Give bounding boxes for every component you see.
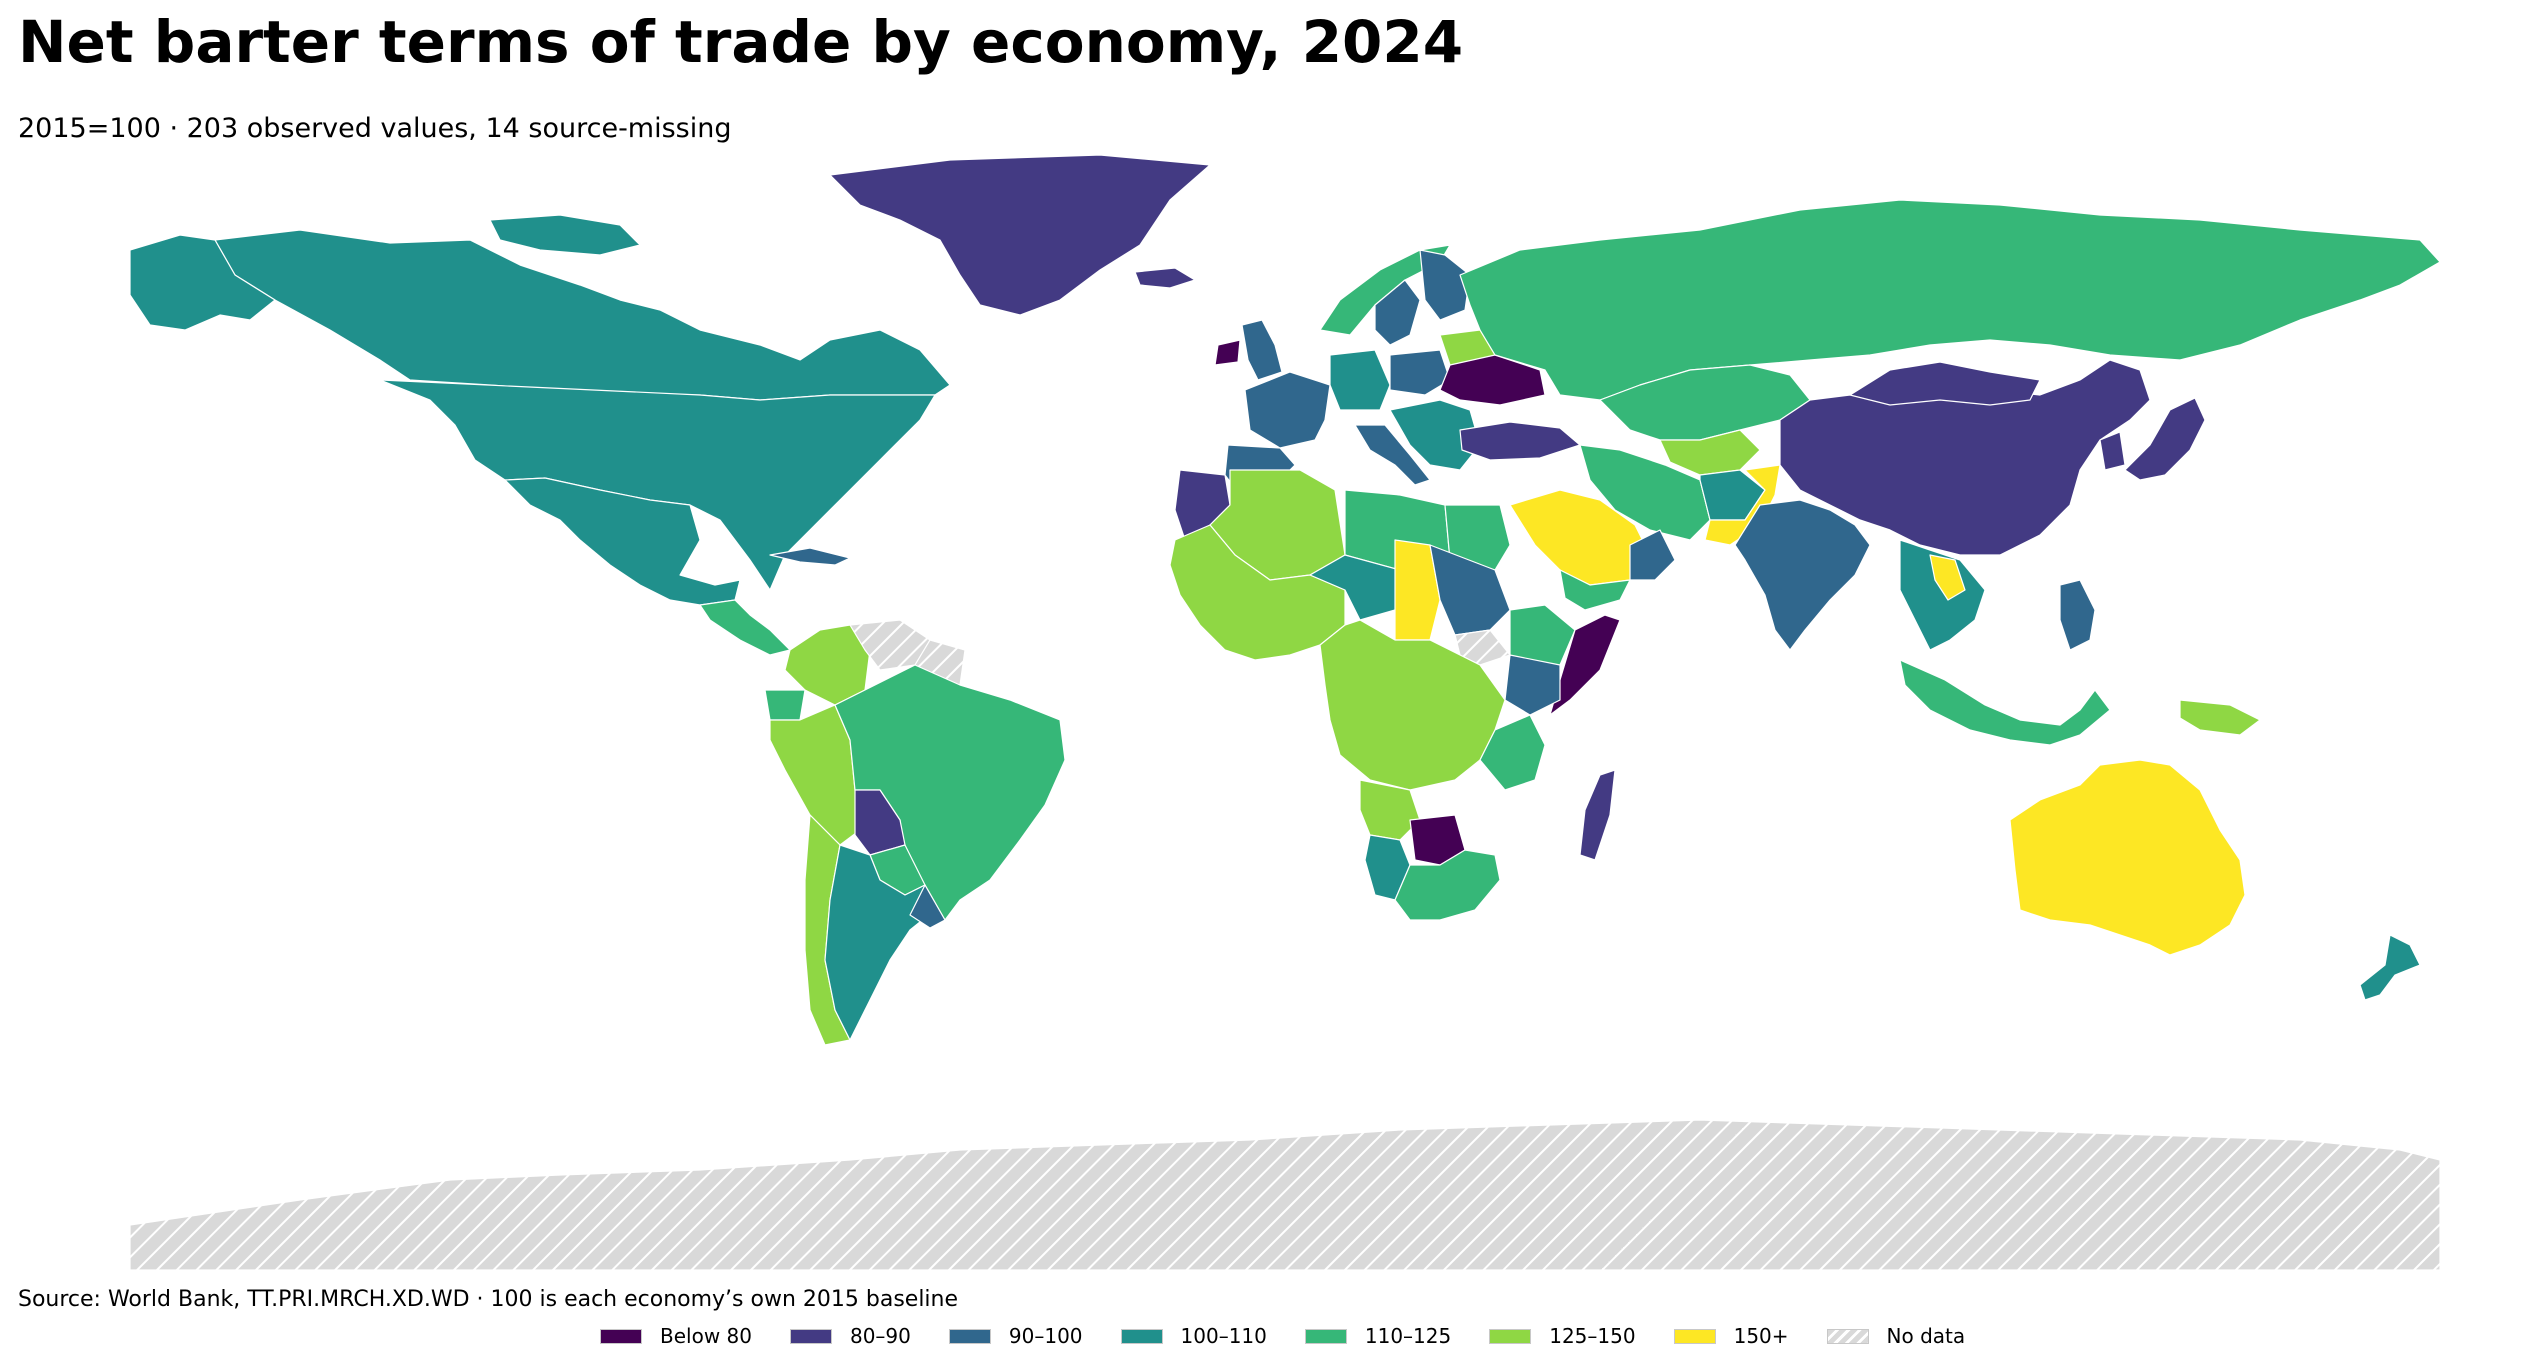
region-germany: [1329, 349, 1391, 411]
region-italy: [1354, 424, 1431, 486]
page-subtitle: 2015=100 · 203 observed values, 14 sourc…: [18, 113, 732, 144]
page-title: Net barter terms of trade by economy, 20…: [18, 8, 1464, 76]
legend: Below 80 80–90 90–100 100–110 110–125 12…: [600, 1318, 2003, 1354]
legend-item-below-80: Below 80: [600, 1324, 752, 1348]
region-greenland: [829, 154, 1211, 316]
legend-item-110-125: 110–125: [1304, 1324, 1452, 1348]
legend-label-90-100: 90–100: [1008, 1324, 1083, 1348]
region-south-africa: [1394, 849, 1501, 921]
region-laos: [1929, 554, 1966, 601]
region-southeast-asia: [1899, 539, 1986, 651]
region-indonesia: [1899, 659, 2111, 746]
region-philippines: [2059, 579, 2096, 651]
legend-item-no-data: No data: [1826, 1324, 1966, 1348]
region-mexico: [504, 477, 741, 606]
region-new-zealand: [2359, 934, 2421, 1001]
region-uruguay: [909, 884, 946, 929]
region-poland: [1389, 349, 1451, 396]
region-korea: [2099, 431, 2126, 471]
legend-swatch-110-125: [1304, 1328, 1347, 1344]
region-oman: [1629, 529, 1676, 581]
legend-swatch-100-110: [1120, 1328, 1163, 1344]
legend-swatch-below-80: [600, 1328, 642, 1344]
region-south-sudan: [1454, 629, 1511, 666]
region-india: [1734, 499, 1871, 651]
legend-label-below-80: Below 80: [660, 1324, 752, 1348]
region-balkans: [1389, 399, 1481, 471]
region-iran: [1579, 444, 1711, 541]
region-argentina: [824, 844, 936, 1041]
region-pakistan: [1704, 464, 1781, 546]
legend-swatch-no-data: [1826, 1328, 1869, 1344]
legend-item-80-90: 80–90: [789, 1324, 911, 1348]
region-japan: [2124, 397, 2206, 481]
legend-label-110-125: 110–125: [1364, 1324, 1452, 1348]
region-iceland: [1134, 267, 1196, 289]
legend-item-90-100: 90–100: [948, 1324, 1083, 1348]
region-sweden: [1374, 279, 1421, 346]
region-united-states: [379, 379, 936, 591]
region-united-kingdom: [1241, 319, 1283, 381]
region-finland: [1419, 249, 1471, 321]
legend-label-no-data: No data: [1886, 1324, 1966, 1348]
legend-swatch-125-150: [1489, 1328, 1532, 1344]
region-cuba: [769, 547, 851, 566]
region-antarctica: [129, 1119, 2441, 1271]
legend-item-100-110: 100–110: [1120, 1324, 1267, 1348]
legend-label-150-plus: 150+: [1733, 1324, 1789, 1348]
legend-swatch-80-90: [789, 1328, 832, 1344]
legend-swatch-150-plus: [1673, 1328, 1716, 1344]
region-tanzania: [1479, 714, 1546, 791]
region-norway: [1319, 244, 1451, 336]
region-alaska: [129, 234, 276, 331]
legend-label-80-90: 80–90: [849, 1324, 911, 1348]
region-central-america: [699, 599, 791, 656]
region-madagascar: [1579, 769, 1616, 861]
region-kenya: [1504, 654, 1561, 716]
region-egypt: [1444, 504, 1511, 571]
legend-item-150-plus: 150+: [1673, 1324, 1789, 1348]
region-ireland: [1214, 339, 1241, 366]
region-australia: [2009, 759, 2246, 956]
region-yemen: [1559, 569, 1631, 611]
legend-item-125-150: 125–150: [1489, 1324, 1636, 1348]
region-central-asia: [1659, 429, 1761, 476]
region-russia: [1459, 199, 2441, 401]
region-france: [1244, 371, 1331, 449]
region-canada: [214, 214, 951, 401]
region-turkey: [1459, 421, 1581, 461]
region-mongolia: [1849, 361, 2041, 406]
source-note: Source: World Bank, TT.PRI.MRCH.XD.WD · …: [18, 1287, 959, 1312]
legend-label-125-150: 125–150: [1549, 1324, 1636, 1348]
legend-label-100-110: 100–110: [1180, 1324, 1267, 1348]
region-ecuador: [764, 689, 806, 721]
region-papua-new-guinea: [2179, 699, 2261, 736]
legend-swatch-90-100: [948, 1328, 991, 1344]
